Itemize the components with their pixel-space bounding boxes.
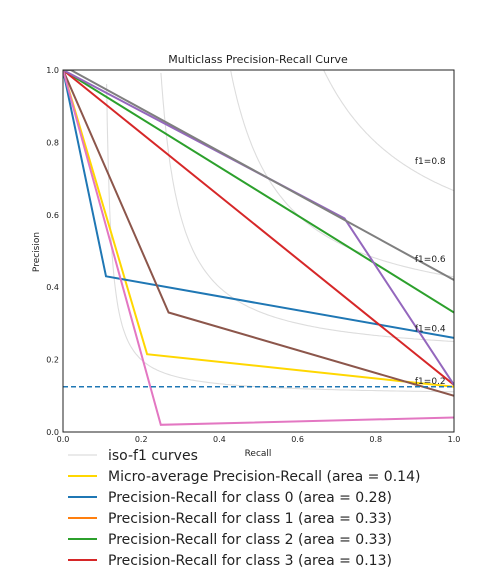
series-line-1 [63,70,454,339]
y-tick-label: 0.8 [46,138,59,147]
iso-f1-label: f1=0.4 [415,325,446,335]
legend-label: Precision-Recall for class 2 (area = 0.3… [108,532,392,548]
iso-f1-label: f1=0.8 [415,157,446,167]
x-tick-label: 0.6 [291,435,304,444]
series-line-5 [63,70,454,386]
legend: iso-f1 curves Micro-average Precision-Rec… [68,448,420,569]
tick-layer: 0.0 0.2 0.4 0.6 0.8 1.0 0.0 0.2 0.4 0.6 0.8 1.0 [46,66,460,444]
y-tick-label: 1.0 [46,66,59,75]
legend-label: Micro-average Precision-Recall (area = 0… [108,469,420,485]
iso-f1-label: f1=0.2 [415,377,446,387]
iso-f1-label: f1=0.6 [415,255,446,265]
series-line-8 [63,70,454,281]
series-line-4 [63,70,454,386]
chart-title: Multiclass Precision-Recall Curve [168,53,348,66]
y-tick-label: 0.2 [46,356,59,365]
series-line-6 [63,70,454,397]
x-tick-label: 1.0 [448,435,461,444]
iso-f1-curve [230,71,454,278]
iso-f1-curve [323,70,454,192]
y-tick-label: 0.6 [46,211,59,220]
iso-f1-curve [160,72,454,343]
series-line-0 [63,70,454,388]
series-line-7 [63,70,454,426]
legend-label: Precision-Recall for class 3 (area = 0.1… [108,553,392,569]
iso-f1-curve [106,83,454,393]
legend-label: Precision-Recall for class 1 (area = 0.3… [108,511,392,527]
x-tick-label: 0.4 [213,435,226,444]
x-axis-label: Recall [245,449,272,459]
iso-f1-labels: f1=0.2 f1=0.4 f1=0.6 f1=0.8 [415,157,446,387]
x-tick-label: 0.0 [57,435,70,444]
y-tick-label: 0.4 [46,283,59,292]
series-layer [63,70,454,426]
y-axis-label: Precision [32,232,42,272]
series-line-3 [63,70,454,314]
legend-label: iso-f1 curves [108,448,198,464]
x-tick-label: 0.2 [135,435,148,444]
plot-frame [62,69,455,433]
x-tick-label: 0.8 [369,435,382,444]
y-tick-label: 0.0 [46,428,59,437]
legend-label: Precision-Recall for class 0 (area = 0.2… [108,490,392,506]
